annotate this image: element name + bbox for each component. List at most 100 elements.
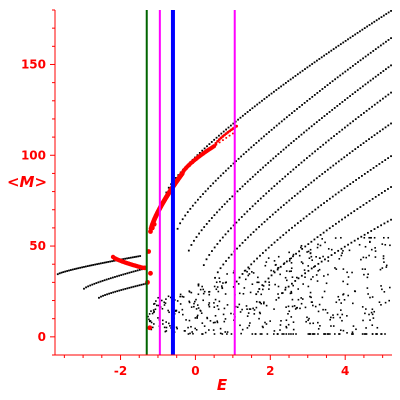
data-point-red xyxy=(148,270,153,276)
data-point-red xyxy=(195,159,198,162)
data-point xyxy=(249,291,252,294)
data-point xyxy=(311,95,314,98)
data-point xyxy=(219,327,222,330)
data-point xyxy=(280,85,282,88)
data-point xyxy=(354,63,357,65)
data-point xyxy=(273,90,275,93)
data-point xyxy=(230,312,232,315)
data-point xyxy=(359,30,361,33)
data-point xyxy=(339,74,342,77)
data-point xyxy=(167,295,170,298)
data-point xyxy=(128,286,131,289)
data-point xyxy=(363,27,366,30)
data-point xyxy=(98,296,100,299)
data-point xyxy=(299,219,302,222)
data-point xyxy=(241,308,243,311)
data-point xyxy=(300,302,303,305)
data-point xyxy=(102,294,104,297)
data-point xyxy=(299,190,302,193)
data-point xyxy=(338,103,341,105)
data-point xyxy=(292,253,295,256)
data-point xyxy=(317,333,319,335)
data-point xyxy=(188,301,191,304)
data-point xyxy=(318,175,321,178)
data-point xyxy=(356,89,359,92)
data-point xyxy=(306,316,308,319)
data-point xyxy=(327,256,330,259)
data-point xyxy=(242,153,245,156)
data-point xyxy=(109,277,112,280)
data-point xyxy=(326,168,329,171)
data-point xyxy=(330,254,333,256)
data-point xyxy=(216,286,219,288)
data-point xyxy=(270,92,273,95)
data-point xyxy=(282,292,284,294)
data-point xyxy=(371,313,374,316)
data-point xyxy=(374,250,377,252)
data-point-red xyxy=(178,175,181,178)
data-point xyxy=(285,231,288,234)
data-point xyxy=(277,87,280,90)
data-point xyxy=(340,309,342,311)
data-point xyxy=(60,271,63,274)
data-point xyxy=(132,285,135,288)
data-point xyxy=(215,288,218,291)
data-point xyxy=(316,246,319,249)
data-point xyxy=(296,192,299,195)
data-point xyxy=(160,299,163,302)
data-point xyxy=(326,199,328,202)
data-point xyxy=(259,197,262,200)
data-point xyxy=(337,44,340,47)
data-point xyxy=(372,50,375,52)
data-point xyxy=(98,262,100,265)
data-point xyxy=(314,150,316,153)
data-point xyxy=(389,244,391,247)
data-point xyxy=(383,291,386,293)
data-point xyxy=(251,107,254,110)
data-point xyxy=(313,179,315,182)
data-point xyxy=(277,255,280,258)
data-point xyxy=(276,182,278,185)
data-point xyxy=(149,320,152,322)
data-point xyxy=(156,304,158,307)
data-point xyxy=(325,141,327,144)
data-point xyxy=(309,295,311,298)
data-point xyxy=(249,322,251,324)
data-point xyxy=(192,332,194,335)
data-point xyxy=(278,122,281,125)
data-point xyxy=(296,73,299,76)
data-point xyxy=(329,166,332,169)
data-point xyxy=(246,180,249,183)
data-point xyxy=(258,226,260,228)
data-point xyxy=(365,256,368,259)
data-point xyxy=(349,95,351,97)
data-point xyxy=(247,148,250,151)
data-point xyxy=(314,208,317,211)
data-point xyxy=(237,283,240,285)
data-point xyxy=(338,298,341,301)
data-point xyxy=(340,158,343,161)
data-point xyxy=(306,157,308,159)
data-point xyxy=(362,142,365,144)
data-point xyxy=(270,244,273,246)
data-point xyxy=(336,105,339,107)
data-point xyxy=(244,183,247,185)
data-point xyxy=(359,144,362,146)
data-point xyxy=(147,315,149,318)
data-point xyxy=(241,241,244,244)
data-point xyxy=(378,163,381,165)
data-point xyxy=(241,114,244,117)
data-point xyxy=(176,227,179,230)
data-point xyxy=(204,190,207,193)
data-point xyxy=(295,333,297,335)
data-point xyxy=(357,146,359,149)
data-point xyxy=(357,61,359,64)
data-point xyxy=(218,300,221,303)
data-point xyxy=(263,98,266,100)
data-point xyxy=(344,126,346,129)
data-point xyxy=(316,148,319,151)
data-point xyxy=(310,267,313,270)
data-point xyxy=(300,274,303,277)
data-point xyxy=(219,280,221,283)
data-point xyxy=(223,307,226,310)
